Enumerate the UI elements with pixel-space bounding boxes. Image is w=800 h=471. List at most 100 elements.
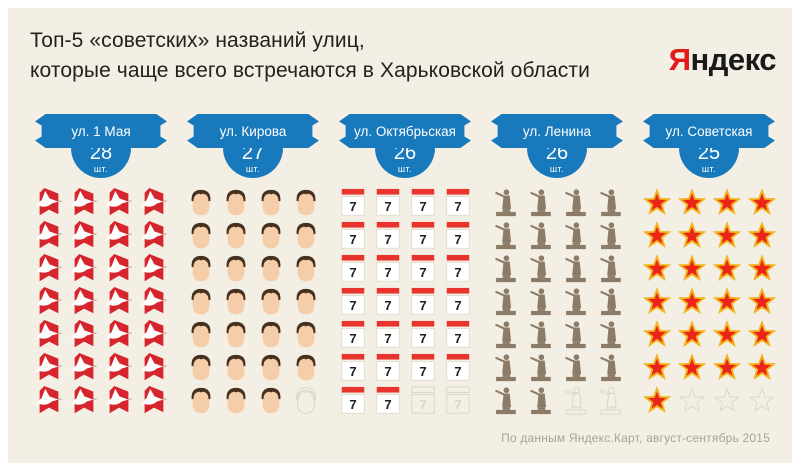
red-star-glyph bbox=[747, 287, 776, 315]
calendar-glyph: 7 bbox=[445, 353, 470, 381]
kirov-face-icon bbox=[253, 188, 288, 221]
flag-dove-glyph bbox=[70, 287, 97, 315]
svg-text:7: 7 bbox=[384, 232, 391, 247]
flag-dove-glyph bbox=[105, 254, 132, 282]
calendar-7-icon: 7 bbox=[370, 221, 405, 254]
red-star-icon bbox=[674, 188, 709, 221]
flag-dove-icon bbox=[31, 254, 66, 287]
lenin-statue-icon bbox=[592, 221, 627, 254]
red-star-glyph bbox=[712, 221, 741, 249]
lenin-statue-glyph bbox=[494, 321, 516, 349]
svg-text:7: 7 bbox=[384, 397, 391, 412]
kirov-face-icon bbox=[253, 353, 288, 386]
lenin-statue-icon bbox=[522, 221, 557, 254]
lenin-statue-icon bbox=[487, 254, 522, 287]
red-star-glyph bbox=[677, 287, 706, 315]
kirov-face-glyph bbox=[261, 189, 280, 216]
calendar-7-icon: 7 bbox=[440, 287, 475, 320]
flag-dove-glyph bbox=[70, 221, 97, 249]
kirov-face-glyph bbox=[296, 189, 315, 216]
svg-text:7: 7 bbox=[419, 199, 426, 214]
flag-dove-icon bbox=[31, 287, 66, 320]
red-star-icon bbox=[674, 320, 709, 353]
red-star-glyph bbox=[677, 320, 706, 348]
street-column: 27 шт. ул. Кирова bbox=[177, 114, 329, 419]
calendar-glyph: 7 bbox=[340, 353, 365, 381]
lenin-statue-icon bbox=[487, 221, 522, 254]
red-star-glyph bbox=[747, 353, 776, 381]
red-star-icon bbox=[639, 188, 674, 221]
calendar-7-icon-ghost: 7 bbox=[440, 386, 475, 419]
kirov-face-icon bbox=[288, 320, 323, 353]
kirov-face-glyph bbox=[296, 354, 315, 381]
kirov-face-glyph bbox=[296, 255, 315, 282]
red-star-icon bbox=[639, 320, 674, 353]
svg-text:7: 7 bbox=[454, 364, 461, 379]
calendar-7-icon: 7 bbox=[405, 320, 440, 353]
pictogram-grid: 7 7 7 7 7 7 7 7 7 bbox=[335, 188, 475, 419]
kirov-face-glyph bbox=[261, 288, 280, 315]
street-name-plate: ул. 1 Мая bbox=[35, 114, 167, 148]
lenin-statue-glyph bbox=[564, 386, 586, 415]
calendar-7-icon: 7 bbox=[335, 353, 370, 386]
lenin-statue-icon bbox=[592, 188, 627, 221]
street-column: 28 шт. ул. 1 Мая bbox=[25, 114, 177, 419]
red-star-icon bbox=[709, 254, 744, 287]
red-star-icon bbox=[674, 221, 709, 254]
flag-dove-icon bbox=[136, 353, 171, 386]
kirov-face-glyph bbox=[226, 321, 245, 348]
flag-dove-icon bbox=[66, 386, 101, 419]
lenin-statue-icon bbox=[592, 254, 627, 287]
red-star-glyph bbox=[712, 320, 741, 348]
flag-dove-icon bbox=[31, 221, 66, 254]
calendar-7-icon: 7 bbox=[440, 221, 475, 254]
flag-dove-glyph bbox=[35, 287, 62, 315]
lenin-statue-icon bbox=[557, 287, 592, 320]
kirov-face-icon bbox=[288, 353, 323, 386]
lenin-statue-icon bbox=[557, 188, 592, 221]
lenin-statue-glyph bbox=[599, 189, 621, 217]
red-star-glyph bbox=[748, 387, 775, 412]
flag-dove-glyph bbox=[105, 386, 132, 414]
kirov-face-icon bbox=[218, 287, 253, 320]
kirov-face-icon bbox=[218, 353, 253, 386]
lenin-statue-glyph bbox=[529, 387, 551, 415]
flag-dove-icon bbox=[66, 188, 101, 221]
kirov-face-icon bbox=[253, 320, 288, 353]
lenin-statue-icon bbox=[522, 353, 557, 386]
red-star-glyph bbox=[747, 221, 776, 249]
calendar-7-icon: 7 bbox=[440, 320, 475, 353]
flag-dove-glyph bbox=[140, 287, 167, 315]
calendar-glyph: 7 bbox=[375, 320, 400, 348]
calendar-glyph: 7 bbox=[445, 221, 470, 249]
red-star-glyph bbox=[747, 254, 776, 282]
flag-dove-glyph bbox=[140, 221, 167, 249]
red-star-icon bbox=[744, 254, 779, 287]
red-star-icon-ghost bbox=[709, 386, 744, 419]
svg-text:7: 7 bbox=[454, 199, 461, 214]
kirov-face-glyph bbox=[295, 387, 316, 414]
red-star-icon bbox=[744, 188, 779, 221]
flag-dove-glyph bbox=[35, 254, 62, 282]
flag-dove-glyph bbox=[105, 353, 132, 381]
calendar-glyph: 7 bbox=[375, 254, 400, 282]
street-name-plate: ул. Ленина bbox=[491, 114, 623, 148]
calendar-7-icon: 7 bbox=[440, 353, 475, 386]
lenin-statue-glyph bbox=[564, 288, 586, 316]
calendar-7-icon-ghost: 7 bbox=[405, 386, 440, 419]
calendar-7-icon: 7 bbox=[335, 188, 370, 221]
kirov-face-glyph bbox=[226, 387, 245, 414]
lenin-statue-icon bbox=[487, 287, 522, 320]
calendar-7-icon: 7 bbox=[370, 254, 405, 287]
red-star-icon bbox=[709, 221, 744, 254]
kirov-face-glyph bbox=[191, 387, 210, 414]
calendar-7-icon: 7 bbox=[440, 254, 475, 287]
lenin-statue-icon bbox=[522, 386, 557, 419]
lenin-statue-glyph bbox=[494, 222, 516, 250]
lenin-statue-icon bbox=[592, 353, 627, 386]
calendar-7-icon: 7 bbox=[405, 254, 440, 287]
calendar-glyph: 7 bbox=[410, 353, 435, 381]
kirov-face-icon bbox=[183, 287, 218, 320]
flag-dove-glyph bbox=[140, 386, 167, 414]
kirov-face-icon bbox=[253, 386, 288, 419]
